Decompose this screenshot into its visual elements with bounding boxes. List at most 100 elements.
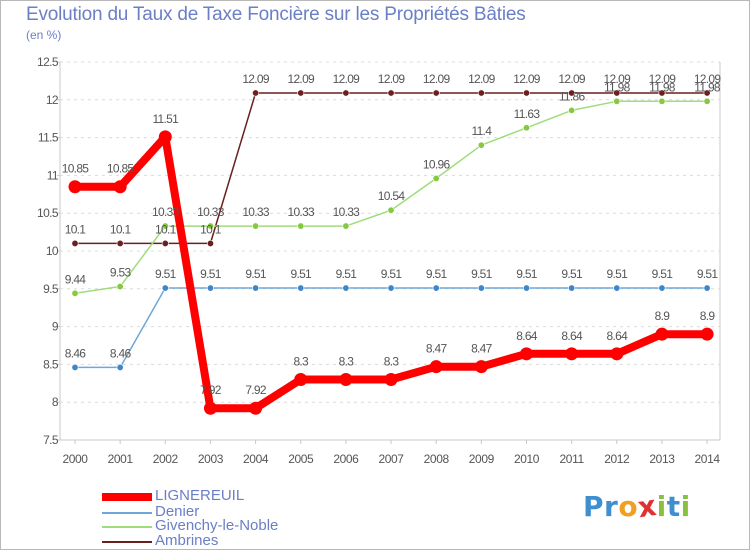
data-point-denier: [658, 284, 666, 292]
data-label-lignereuil: 8.3: [293, 355, 309, 369]
data-label-givenchy-le-noble: 10.33: [152, 205, 180, 219]
data-label-ambrines: 12.09: [604, 72, 632, 86]
data-label-lignereuil: 8.3: [384, 355, 400, 369]
data-point-lignereuil: [429, 360, 443, 374]
logo-letter: x: [635, 488, 659, 525]
x-tick-label: 2011: [560, 452, 585, 466]
data-point-givenchy-le-noble: [116, 283, 124, 291]
data-label-givenchy-le-noble: 11.98: [694, 80, 721, 94]
data-point-lignereuil: [294, 373, 308, 387]
data-label-lignereuil: 8.64: [607, 329, 629, 343]
data-label-denier: 9.51: [200, 267, 222, 281]
data-point-ambrines: [297, 89, 305, 97]
data-point-givenchy-le-noble: [387, 206, 395, 214]
legend-label: Givenchy-le-Noble: [155, 517, 279, 534]
data-label-denier: 9.51: [471, 267, 493, 281]
data-point-lignereuil: [655, 327, 669, 341]
x-tick-label: 2012: [604, 452, 630, 466]
data-label-ambrines: 12.09: [649, 72, 677, 86]
data-label-denier: 9.51: [697, 267, 719, 281]
data-label-ambrines: 12.09: [694, 72, 722, 86]
x-tick-label: 2000: [62, 452, 88, 466]
data-label-denier: 9.51: [245, 267, 267, 281]
data-label-denier: 9.51: [336, 267, 358, 281]
data-label-ambrines: 12.09: [333, 72, 361, 86]
logo-letter: P: [583, 490, 605, 523]
data-point-denier: [206, 284, 214, 292]
x-tick-label: 2004: [243, 452, 269, 466]
data-point-givenchy-le-noble: [658, 97, 666, 105]
legend-item-ambrines: Ambrines: [102, 532, 362, 550]
legend-item-givenchy-le-noble: Givenchy-le-Noble: [102, 517, 362, 535]
data-label-givenchy-le-noble: 10.33: [242, 205, 270, 219]
data-point-lignereuil: [384, 373, 398, 387]
data-label-lignereuil: 8.9: [655, 309, 671, 323]
data-label-lignereuil: 8.3: [339, 355, 355, 369]
data-point-ambrines: [568, 89, 576, 97]
data-label-denier: 9.51: [561, 267, 583, 281]
data-label-givenchy-le-noble: 10.54: [378, 189, 406, 203]
data-label-lignereuil: 10.85: [62, 162, 90, 176]
data-label-lignereuil: 8.47: [426, 342, 448, 356]
data-point-givenchy-le-noble: [161, 222, 169, 230]
data-label-denier: 9.51: [381, 267, 403, 281]
proxiti-logo: Proxiti: [583, 488, 691, 525]
logo-letter: i: [680, 490, 691, 523]
data-label-givenchy-le-noble: 9.53: [110, 266, 132, 280]
data-point-ambrines: [613, 89, 621, 97]
data-label-ambrines: 12.09: [513, 72, 541, 86]
data-point-ambrines: [116, 239, 124, 247]
x-tick-label: 2001: [108, 452, 134, 466]
data-point-lignereuil: [68, 180, 82, 194]
data-label-ambrines: 12.09: [423, 72, 451, 86]
data-label-denier: 9.51: [290, 267, 312, 281]
data-point-denier: [297, 284, 305, 292]
data-label-givenchy-le-noble: 10.33: [287, 205, 315, 219]
data-point-ambrines: [71, 239, 79, 247]
y-tick-label: 8: [52, 395, 59, 409]
data-point-lignereuil: [113, 180, 127, 194]
data-label-ambrines: 10.1: [155, 222, 177, 236]
legend-swatch: [102, 526, 152, 528]
data-point-denier: [522, 284, 530, 292]
x-tick-label: 2010: [514, 452, 540, 466]
data-label-lignereuil: 7.92: [200, 383, 222, 397]
data-point-ambrines: [658, 89, 666, 97]
data-label-ambrines: 12.09: [468, 72, 496, 86]
data-point-givenchy-le-noble: [703, 97, 711, 105]
y-tick-label: 10: [46, 244, 59, 258]
y-tick-label: 12.5: [37, 55, 59, 69]
data-label-givenchy-le-noble: 11.98: [649, 80, 676, 94]
data-label-lignereuil: 10.85: [107, 162, 135, 176]
x-tick-label: 2009: [469, 452, 495, 466]
data-label-denier: 8.46: [110, 346, 132, 360]
data-label-givenchy-le-noble: 10.33: [197, 205, 225, 219]
data-point-ambrines: [387, 89, 395, 97]
data-point-denier: [432, 284, 440, 292]
data-point-lignereuil: [339, 373, 353, 387]
legend-label: LIGNEREUIL: [155, 487, 245, 504]
data-label-ambrines: 10.1: [110, 222, 132, 236]
data-point-givenchy-le-noble: [613, 97, 621, 105]
logo-letter: o: [618, 490, 639, 523]
data-label-givenchy-le-noble: 9.44: [65, 272, 87, 286]
y-tick-label: 11: [47, 168, 59, 182]
data-label-givenchy-le-noble: 10.96: [423, 157, 451, 171]
data-point-givenchy-le-noble: [297, 222, 305, 230]
legend-item-lignereuil: LIGNEREUIL: [102, 487, 362, 505]
data-label-lignereuil: 8.64: [516, 329, 538, 343]
data-point-denier: [477, 284, 485, 292]
data-label-givenchy-le-noble: 10.33: [333, 205, 361, 219]
legend-item-denier: Denier: [102, 503, 362, 521]
x-tick-label: 2006: [333, 452, 359, 466]
legend-label: Denier: [155, 503, 200, 520]
data-label-denier: 9.51: [155, 267, 177, 281]
y-tick-label: 8.5: [43, 357, 59, 371]
chart-title: Evolution du Taux de Taxe Foncière sur l…: [26, 4, 526, 25]
data-point-denier: [387, 284, 395, 292]
data-point-lignereuil: [565, 347, 579, 361]
data-label-ambrines: 12.09: [242, 72, 270, 86]
data-label-denier: 9.51: [652, 267, 674, 281]
data-label-givenchy-le-noble: 11.63: [514, 107, 541, 121]
